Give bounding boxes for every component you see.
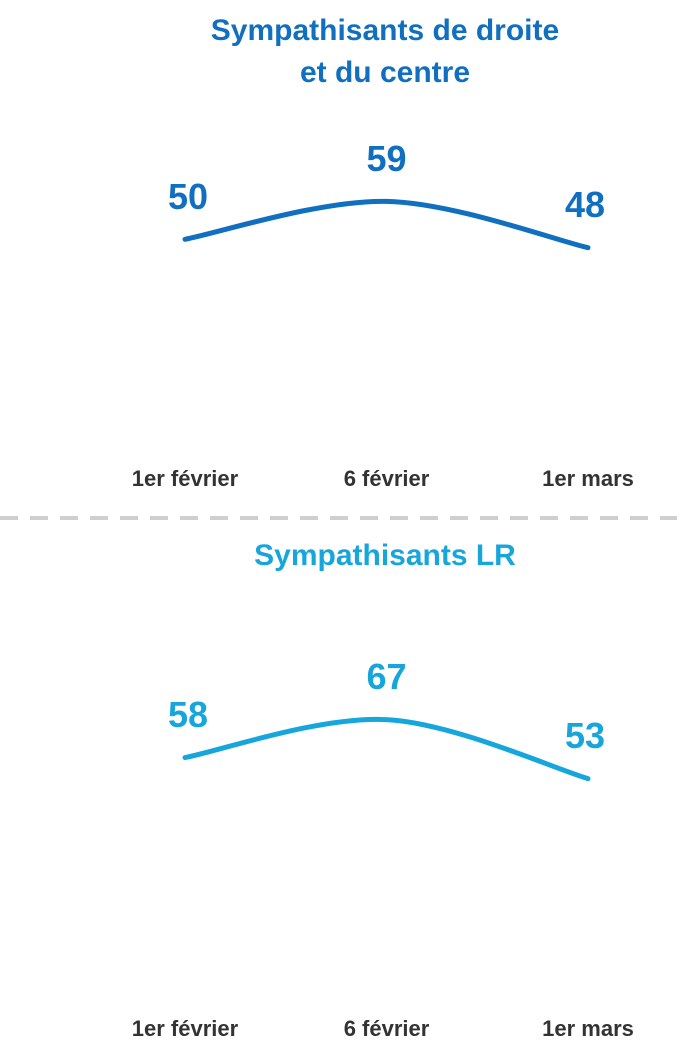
value-label: 59 xyxy=(366,138,406,179)
line xyxy=(182,716,591,782)
x-tick-label: 1er mars xyxy=(542,1016,634,1041)
value-label: 58 xyxy=(168,694,208,735)
value-label: 50 xyxy=(168,176,208,217)
x-tick-label: 1er février xyxy=(132,466,239,491)
x-tick-label: 1er mars xyxy=(542,466,634,491)
chart-title: Sympathisants de droite et du centre xyxy=(210,14,560,89)
value-label: 53 xyxy=(565,715,605,756)
value-label: 67 xyxy=(366,656,406,697)
x-tick-label: 6 février xyxy=(344,1016,430,1041)
chart-title: Sympathisants LR xyxy=(254,539,516,572)
value-label: 48 xyxy=(565,184,605,225)
x-tick-label: 6 février xyxy=(344,466,430,491)
line xyxy=(182,198,591,251)
x-tick-label: 1er février xyxy=(132,1016,239,1041)
